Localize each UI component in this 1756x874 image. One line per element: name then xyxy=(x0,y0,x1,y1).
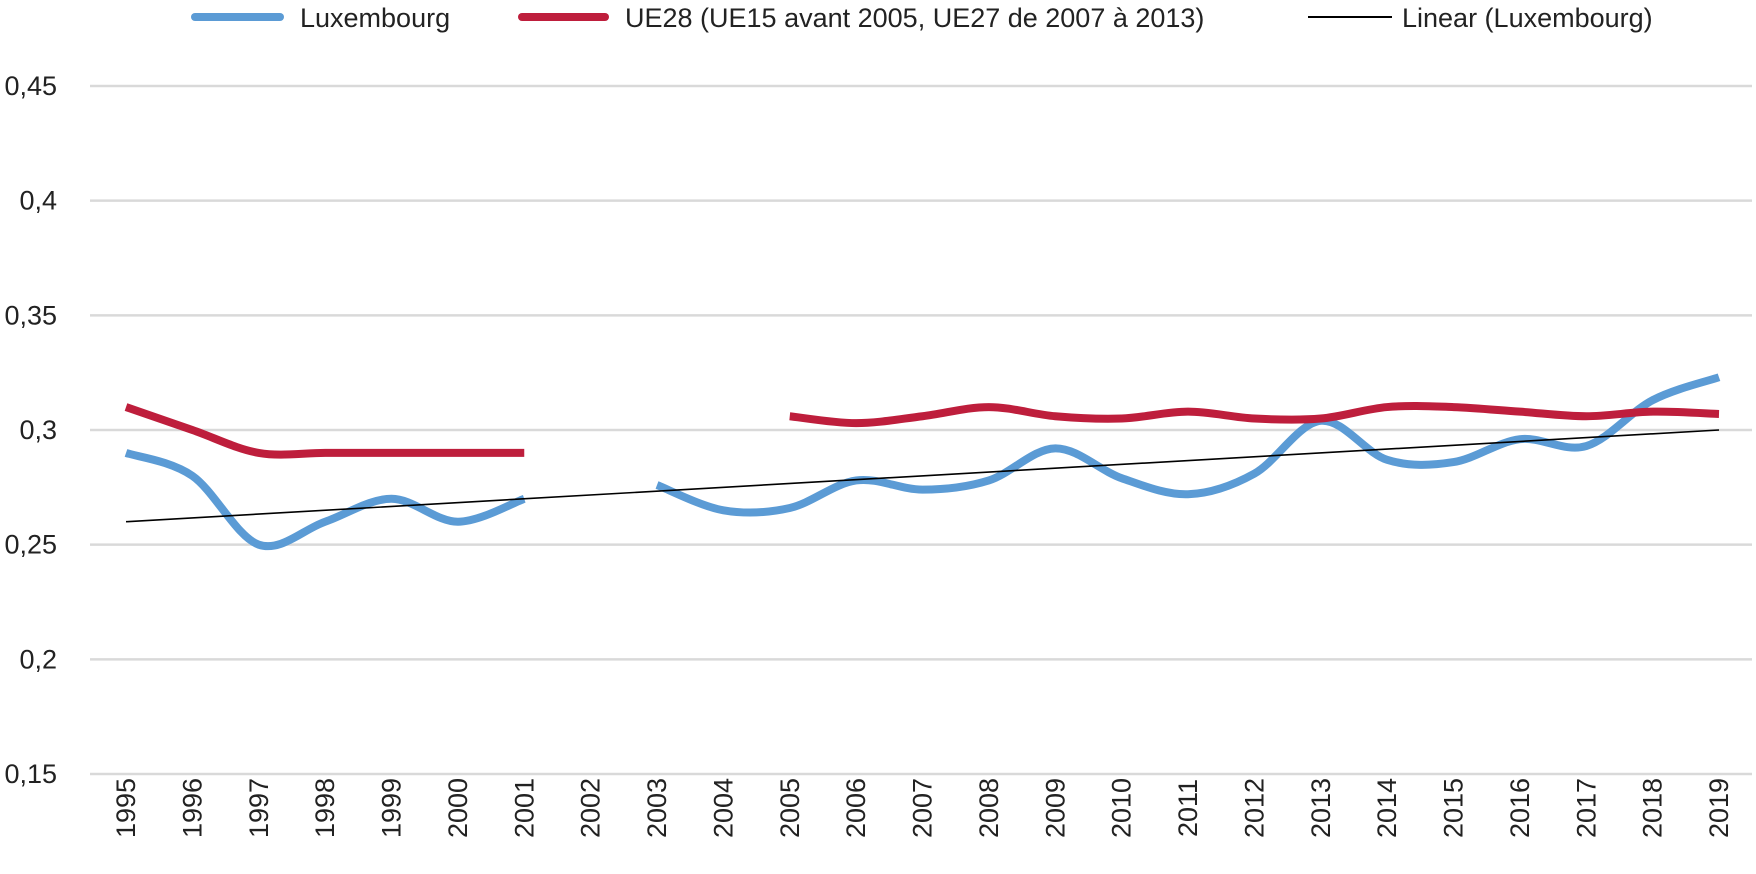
x-tick-label: 2013 xyxy=(1306,778,1336,838)
x-tick-label: 2005 xyxy=(775,778,805,838)
x-tick-label: 2002 xyxy=(576,778,606,838)
y-tick-label: 0,2 xyxy=(19,644,57,674)
series-line-linear-luxembourg xyxy=(125,429,1720,523)
y-axis-labels: 0,15 0,2 0,25 0,3 0,35 0,4 0,45 xyxy=(4,71,57,789)
y-tick-label: 0,35 xyxy=(4,300,57,330)
series-lines xyxy=(124,373,1721,551)
x-tick-label: 2000 xyxy=(443,778,473,838)
x-tick-label: 2009 xyxy=(1040,778,1070,838)
series-line-luxembourg xyxy=(655,373,1721,517)
x-tick-label: 2019 xyxy=(1704,778,1734,838)
x-tick-label: 1999 xyxy=(377,778,407,838)
y-tick-label: 0,15 xyxy=(4,759,57,789)
legend-label-luxembourg: Luxembourg xyxy=(300,3,450,33)
series-line-luxembourg xyxy=(124,449,526,551)
y-tick-label: 0,25 xyxy=(4,530,57,560)
y-tick-label: 0,45 xyxy=(4,71,57,101)
x-tick-label: 2016 xyxy=(1505,778,1535,838)
x-tick-label: 2007 xyxy=(908,778,938,838)
x-tick-label: 2003 xyxy=(642,778,672,838)
x-tick-label: 1998 xyxy=(310,778,340,838)
gridlines xyxy=(90,84,1752,776)
y-tick-label: 0,4 xyxy=(19,186,57,216)
x-tick-label: 2018 xyxy=(1638,778,1668,838)
x-tick-label: 2001 xyxy=(509,778,539,838)
x-tick-label: 1996 xyxy=(177,778,207,838)
legend-label-linear: Linear (Luxembourg) xyxy=(1402,3,1653,33)
x-tick-label: 2015 xyxy=(1439,778,1469,838)
series-line-ue28-ue15-avant-2005-ue27-de-2007-2013 xyxy=(789,402,1720,428)
x-tick-label: 2012 xyxy=(1239,778,1269,838)
x-tick-label: 2004 xyxy=(708,778,738,838)
legend-label-ue28: UE28 (UE15 avant 2005, UE27 de 2007 à 20… xyxy=(625,3,1204,33)
x-tick-label: 2014 xyxy=(1372,778,1402,838)
x-tick-label: 2011 xyxy=(1173,779,1203,837)
series-line-ue28-ue15-avant-2005-ue27-de-2007-2013 xyxy=(124,403,525,459)
legend: Luxembourg UE28 (UE15 avant 2005, UE27 d… xyxy=(191,3,1653,33)
x-axis-labels: 1995 1996 1997 1998 1999 2000 2001 2002 2003 2004… xyxy=(111,778,1734,838)
x-tick-label: 2006 xyxy=(841,778,871,838)
x-tick-label: 2010 xyxy=(1107,778,1137,838)
x-tick-label: 1997 xyxy=(244,778,274,838)
x-tick-label: 2008 xyxy=(974,778,1004,838)
x-tick-label: 1995 xyxy=(111,778,141,838)
y-tick-label: 0,3 xyxy=(19,415,57,445)
x-tick-label: 2017 xyxy=(1571,778,1601,838)
